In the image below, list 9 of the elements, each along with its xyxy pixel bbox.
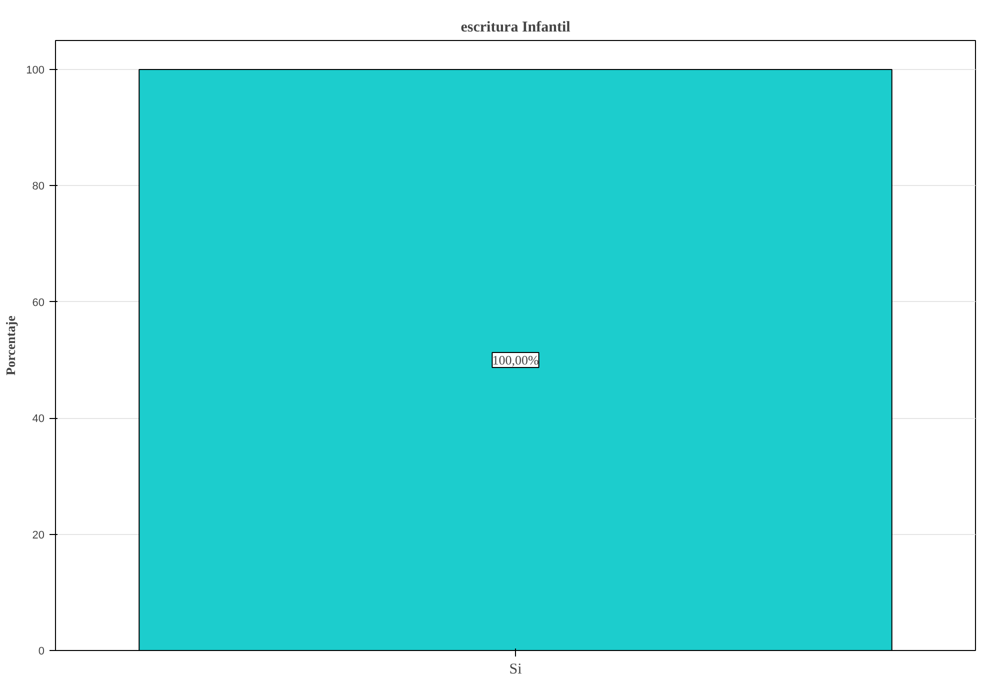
y-tick-label: 100: [26, 64, 45, 77]
y-tick-label: 20: [32, 529, 45, 542]
y-tick-label: 80: [32, 180, 45, 193]
y-tick-label: 0: [38, 646, 45, 658]
y-tick-label: 40: [32, 413, 45, 426]
y-axis-title: Porcentaje: [3, 315, 18, 376]
x-tick-label: Si: [509, 662, 522, 678]
chart-title: escritura Infantil: [460, 20, 570, 36]
y-tick-label: 60: [32, 296, 45, 309]
